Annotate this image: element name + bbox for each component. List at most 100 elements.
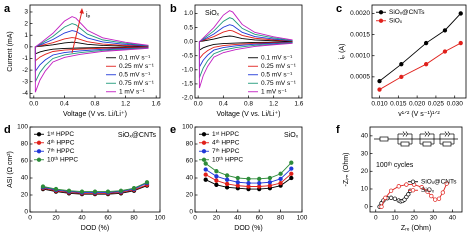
x-axis-label: Voltage (V vs. Li/Li⁺) (63, 111, 127, 118)
y-tick-label: 60 (21, 158, 29, 165)
y-tick-label: 1.0 (184, 10, 193, 17)
x-tick-label: 0.8 (90, 101, 99, 108)
legend-label: SiOₓ (389, 17, 403, 24)
data-point (423, 40, 429, 46)
data-point (203, 161, 208, 166)
y-tick-label: -2.0 (182, 95, 194, 102)
data-point (118, 188, 124, 193)
y-tick-label: -1.0 (182, 67, 194, 74)
x-tick-label: 1.6 (152, 101, 161, 108)
legend-marker (201, 140, 207, 145)
x-tick-label: 80 (277, 215, 285, 222)
y-tick-label: 0 (24, 44, 28, 51)
y-tick-label: -0.5 (182, 52, 194, 59)
data-point (214, 169, 219, 174)
y-tick-label: 0 (189, 209, 193, 216)
data-point (396, 184, 401, 189)
y-axis-label: iₚ (A) (339, 44, 346, 60)
x-tick-label: 1.6 (294, 101, 303, 108)
data-point (289, 160, 294, 165)
legend-marker (36, 140, 42, 145)
legend-marker (378, 10, 384, 15)
legend-label: 10ᵗʰ HPPC (47, 156, 78, 163)
data-point (406, 192, 411, 197)
y-tick-label: 0 (24, 209, 28, 216)
legend-marker (36, 149, 42, 154)
y-tick-label: 20 (361, 168, 369, 175)
legend-marker (201, 157, 207, 162)
arrow (71, 10, 83, 54)
resistor (442, 141, 452, 147)
x-axis-label: DOD (%) (234, 225, 262, 232)
x-tick-label: 0.0 (194, 101, 203, 108)
y-tick-label: 0.0 (184, 38, 193, 45)
x-tick-label: 40 (449, 215, 457, 222)
x-tick-label: 30 (430, 215, 438, 222)
data-point (404, 182, 409, 187)
legend-label: 10ᵗʰ HPPC (212, 156, 243, 163)
data-point (377, 87, 382, 92)
x-tick-label: 20 (410, 215, 418, 222)
y-tick-label: 100 (182, 124, 193, 131)
legend-marker (410, 188, 416, 193)
x-axis-label: Voltage (V vs. Li/Li⁺) (216, 111, 280, 118)
legend-label: 0.25 mV s⁻¹ (119, 63, 155, 70)
legend-marker (201, 132, 207, 137)
y-tick-label: 30 (361, 150, 369, 157)
y-tick-label: 0.0015 (350, 31, 370, 38)
y-tick-label: 0.0020 (350, 10, 370, 17)
legend-label: 0.75 mV s⁻¹ (261, 80, 297, 87)
resistor (379, 136, 389, 142)
y-tick-label: 40 (361, 133, 369, 140)
data-point (214, 178, 219, 183)
x-tick-label: 60 (256, 215, 264, 222)
data-point (278, 176, 283, 182)
arrow-head (79, 8, 84, 14)
data-point (377, 78, 382, 84)
series-line (379, 42, 461, 90)
data-point (53, 186, 59, 192)
data-point (235, 175, 240, 181)
y-axis-label: -Zᵢₘ (Ohm) (343, 153, 350, 187)
x-tick-label: 1.2 (121, 101, 130, 108)
y-tick-label: -1.5 (182, 81, 194, 88)
y-axis-label: Current (mA) (7, 31, 14, 71)
data-point (257, 176, 262, 182)
x-tick-label: 10 (391, 215, 399, 222)
y-tick-label: 1 (24, 32, 28, 39)
y-axis-label: ASI (Ω cm²) (7, 151, 14, 188)
data-point (224, 177, 230, 182)
panel-label: c (336, 3, 342, 15)
annotation: SiOₓ@CNTs (118, 132, 157, 139)
data-point (267, 180, 273, 185)
data-point (40, 184, 46, 189)
y-tick-label: 100 (17, 124, 28, 131)
x-tick-label: 80 (130, 215, 138, 222)
data-point (278, 171, 283, 176)
data-point (419, 185, 424, 190)
legend-label: SiOₓ (421, 187, 435, 194)
legend-label: 1ˢᵗ HPPC (47, 131, 74, 138)
legend-label: 0.1 mV s⁻¹ (119, 54, 151, 61)
legend-label: 0.75 mV s⁻¹ (119, 80, 155, 87)
x-tick-label: 0.030 (447, 101, 464, 108)
y-tick-label: -2 (22, 67, 28, 74)
legend-label: 0.5 mV s⁻¹ (119, 71, 151, 78)
legend-label: 0.25 mV s⁻¹ (261, 63, 297, 70)
x-tick-label: 0.4 (60, 101, 69, 108)
data-point (436, 196, 442, 201)
data-point (131, 186, 137, 191)
panel-label: e (170, 124, 176, 136)
data-point (278, 180, 283, 186)
x-tick-label: 0 (28, 215, 32, 222)
cpe (402, 131, 408, 137)
legend-label: 7ᵗʰ HPPC (212, 148, 240, 155)
cpe (444, 131, 450, 137)
data-point (246, 180, 251, 186)
legend-label: 0.1 mV s⁻¹ (261, 54, 293, 61)
x-tick-label: 40 (78, 215, 86, 222)
y-tick-label: 40 (21, 175, 29, 182)
data-point (458, 40, 463, 46)
